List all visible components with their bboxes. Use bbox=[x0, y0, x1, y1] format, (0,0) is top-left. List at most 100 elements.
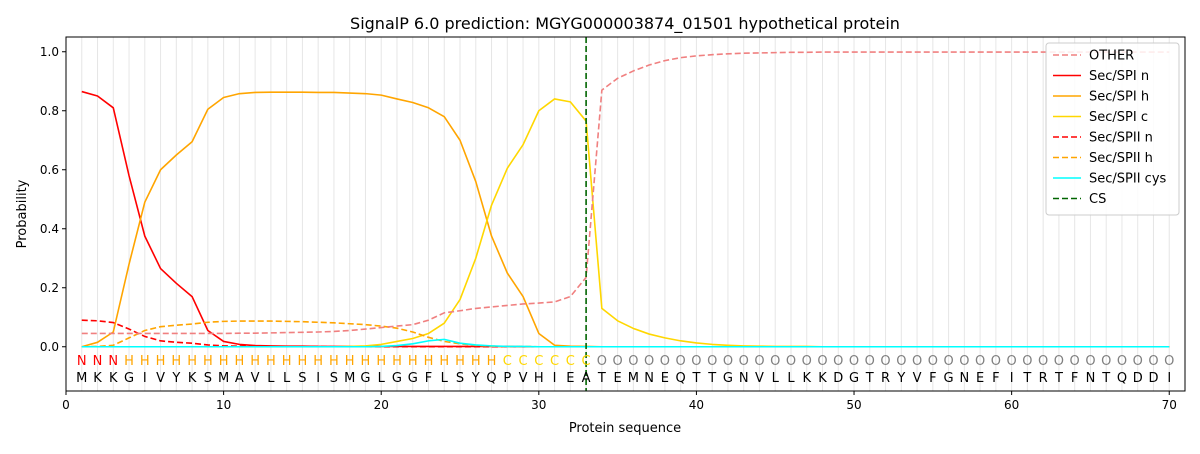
region-label-64: O bbox=[1070, 354, 1080, 369]
region-label-52: O bbox=[880, 354, 890, 369]
y-tick-label-5: 1.0 bbox=[40, 45, 59, 59]
region-label-47: O bbox=[802, 354, 812, 369]
legend: OTHER Sec/SPI n Sec/SPI h Sec/SPI c Sec/SPII… bbox=[1045, 42, 1180, 216]
region-label-51: O bbox=[865, 354, 875, 369]
sequence-labels: NMNKNKHGHIHVHYHKHSHMHAHVHLHLHSHIHSHMHGHL… bbox=[76, 354, 1174, 386]
region-label-63: O bbox=[1054, 354, 1064, 369]
region-label-69: O bbox=[1148, 354, 1158, 369]
region-label-60: O bbox=[1007, 354, 1017, 369]
region-label-25: H bbox=[455, 354, 465, 369]
region-label-48: O bbox=[817, 354, 827, 369]
region-label-24: H bbox=[439, 354, 449, 369]
region-label-18: H bbox=[345, 354, 355, 369]
residue-label-6: V bbox=[156, 371, 165, 386]
legend-label-sec-spi-c: Sec/SPI c bbox=[1089, 110, 1148, 125]
residue-label-33: A bbox=[582, 371, 591, 386]
x-tick-label-0: 0 bbox=[62, 398, 70, 412]
region-label-32: C bbox=[566, 354, 575, 369]
region-label-5: H bbox=[140, 354, 150, 369]
region-label-57: O bbox=[959, 354, 969, 369]
residue-label-13: L bbox=[267, 371, 275, 386]
x-tick-label-70: 70 bbox=[1162, 398, 1177, 412]
y-tick-label-0: 0.0 bbox=[40, 340, 59, 354]
region-label-19: H bbox=[361, 354, 371, 369]
residue-label-53: Y bbox=[896, 371, 905, 386]
x-tick-label-60: 60 bbox=[1004, 398, 1019, 412]
region-label-61: O bbox=[1022, 354, 1032, 369]
region-label-62: O bbox=[1038, 354, 1048, 369]
residue-label-37: N bbox=[644, 371, 654, 386]
region-label-42: O bbox=[723, 354, 733, 369]
residue-label-60: I bbox=[1010, 371, 1014, 386]
x-tick-label-40: 40 bbox=[689, 398, 704, 412]
residue-label-24: L bbox=[441, 371, 449, 386]
y-tick-label-2: 0.4 bbox=[40, 222, 59, 236]
residue-label-17: S bbox=[330, 371, 338, 386]
residue-label-46: L bbox=[787, 371, 795, 386]
chart-title: SignalP 6.0 prediction: MGYG000003874_01… bbox=[350, 14, 900, 34]
y-tick-label-4: 0.8 bbox=[40, 104, 59, 118]
plot-frame bbox=[65, 36, 1186, 392]
region-label-10: H bbox=[219, 354, 229, 369]
residue-label-40: T bbox=[691, 371, 700, 386]
residue-label-1: M bbox=[76, 371, 87, 386]
residue-label-58: E bbox=[976, 371, 984, 386]
region-label-67: O bbox=[1117, 354, 1127, 369]
residue-label-15: S bbox=[298, 371, 306, 386]
region-label-6: H bbox=[156, 354, 166, 369]
residue-label-18: M bbox=[344, 371, 355, 386]
residue-label-48: K bbox=[818, 371, 827, 386]
y-axis-label: Probability bbox=[15, 179, 30, 248]
residue-label-11: A bbox=[235, 371, 244, 386]
residue-label-38: E bbox=[661, 371, 669, 386]
residue-label-35: E bbox=[614, 371, 622, 386]
residue-label-26: Y bbox=[471, 371, 480, 386]
region-label-45: O bbox=[770, 354, 780, 369]
residue-label-10: M bbox=[218, 371, 229, 386]
residue-label-16: I bbox=[316, 371, 320, 386]
residue-label-42: G bbox=[723, 371, 733, 386]
residue-label-36: M bbox=[628, 371, 639, 386]
x-tick-label-30: 30 bbox=[531, 398, 546, 412]
residue-label-62: R bbox=[1039, 371, 1048, 386]
series-line-sec-spi-c bbox=[81, 98, 1170, 348]
residue-label-57: N bbox=[959, 371, 969, 386]
residue-label-65: N bbox=[1086, 371, 1096, 386]
region-label-23: H bbox=[424, 354, 434, 369]
residue-label-41: T bbox=[707, 371, 716, 386]
axes: 0 10 20 30 40 50 60 70 0.0 0.2 0.4 0.6 0.8 1.0 bbox=[40, 45, 1177, 412]
region-label-11: H bbox=[234, 354, 244, 369]
residue-label-69: D bbox=[1148, 371, 1158, 386]
grid-lines bbox=[81, 37, 1170, 391]
region-label-9: H bbox=[203, 354, 213, 369]
residue-label-5: I bbox=[143, 371, 147, 386]
region-label-53: O bbox=[896, 354, 906, 369]
region-label-26: H bbox=[471, 354, 481, 369]
residue-label-29: V bbox=[519, 371, 528, 386]
region-label-49: O bbox=[833, 354, 843, 369]
residue-label-47: K bbox=[802, 371, 811, 386]
residue-label-23: F bbox=[425, 371, 432, 386]
residue-label-51: T bbox=[865, 371, 874, 386]
region-label-30: C bbox=[534, 354, 543, 369]
residue-label-3: K bbox=[109, 371, 118, 386]
legend-label-sec-spi-h: Sec/SPI h bbox=[1089, 90, 1149, 105]
residue-label-4: G bbox=[124, 371, 134, 386]
residue-label-9: S bbox=[204, 371, 212, 386]
region-label-1: N bbox=[77, 354, 87, 369]
region-label-40: O bbox=[691, 354, 701, 369]
region-label-37: O bbox=[644, 354, 654, 369]
residue-label-66: T bbox=[1101, 371, 1110, 386]
x-axis-label: Protein sequence bbox=[569, 421, 681, 436]
region-label-54: O bbox=[912, 354, 922, 369]
region-label-38: O bbox=[660, 354, 670, 369]
region-label-41: O bbox=[707, 354, 717, 369]
region-label-44: O bbox=[754, 354, 764, 369]
region-label-7: H bbox=[171, 354, 181, 369]
legend-box bbox=[1045, 42, 1180, 216]
region-label-17: H bbox=[329, 354, 339, 369]
series-line-sec-spi-n bbox=[81, 90, 1170, 348]
residue-label-61: T bbox=[1022, 371, 1031, 386]
residue-label-45: L bbox=[772, 371, 780, 386]
